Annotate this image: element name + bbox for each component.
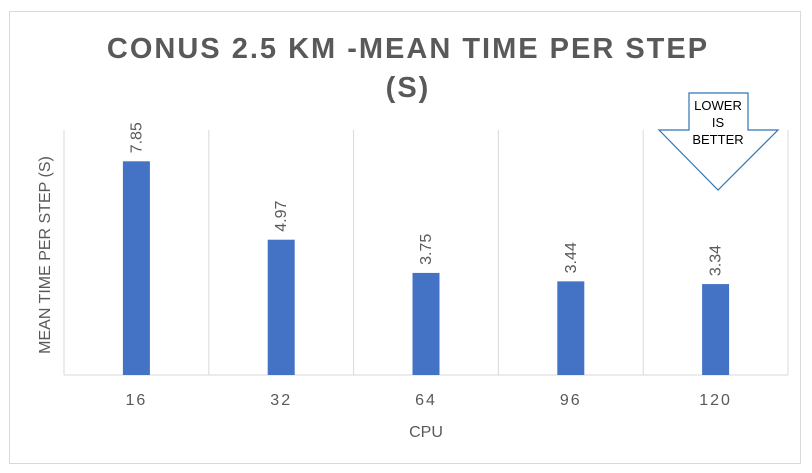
data-label: 7.85 — [128, 122, 145, 153]
x-tick-label: 64 — [415, 392, 437, 409]
bar-cpu-96 — [557, 281, 585, 375]
x-tick-labels: 16 32 64 96 120 — [126, 392, 732, 409]
bar-cpu-16 — [122, 161, 150, 375]
bar-cpu-32 — [267, 239, 295, 375]
chart-title-line1: CONUS 2.5 KM -MEAN TIME PER STEP — [107, 33, 709, 65]
data-label: 4.97 — [273, 200, 290, 231]
x-axis-title: CPU — [409, 424, 443, 441]
bar-cpu-64 — [412, 272, 440, 375]
bar-cpu-120 — [702, 284, 730, 375]
lower-is-better-callout: LOWER IS BETTER — [657, 92, 780, 191]
x-tick-label: 96 — [560, 392, 582, 409]
callout-line-3: BETTER — [692, 132, 743, 147]
chart-title-line2: (S) — [386, 72, 431, 104]
data-label: 3.44 — [563, 242, 580, 273]
data-label: 3.75 — [418, 234, 435, 265]
callout-line-2: IS — [712, 115, 725, 130]
x-tick-label: 120 — [699, 392, 732, 409]
data-label: 3.34 — [708, 245, 725, 276]
data-labels: 7.85 4.97 3.75 3.44 3.34 — [128, 122, 724, 276]
down-arrow-icon — [657, 92, 780, 191]
callout-line-1: LOWER — [694, 98, 742, 113]
y-axis-title: MEAN TIME PER STEP (S) — [37, 156, 54, 354]
x-tick-label: 16 — [126, 392, 148, 409]
x-tick-label: 32 — [270, 392, 292, 409]
bars — [122, 161, 730, 375]
